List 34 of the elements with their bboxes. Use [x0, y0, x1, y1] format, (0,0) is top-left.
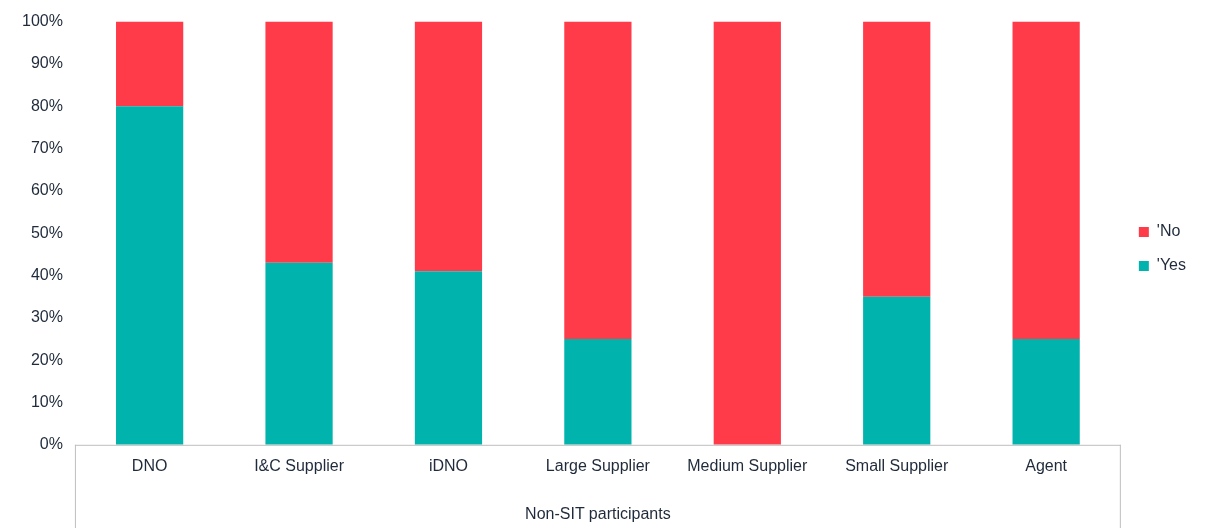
y-tick-label: 20%	[30, 350, 63, 368]
bar	[116, 21, 184, 107]
bar	[564, 339, 632, 445]
bar	[1012, 339, 1080, 445]
y-tick-label: 0%	[39, 435, 63, 453]
bar	[265, 21, 333, 263]
bar	[564, 21, 632, 339]
legend-label: 'No	[1156, 222, 1181, 240]
x-tick-label: iDNO	[428, 456, 469, 474]
y-tick-label: 50%	[30, 223, 63, 241]
y-tick-label: 70%	[30, 138, 63, 156]
x-tick-label: Agent	[1025, 456, 1068, 474]
y-tick-label: 40%	[30, 265, 63, 283]
legend-label: 'Yes	[1156, 256, 1186, 274]
y-tick-label: 60%	[30, 181, 63, 199]
x-tick-label: I&C Supplier	[254, 456, 345, 474]
x-tick-label: DNO	[131, 456, 168, 474]
bar	[265, 262, 333, 445]
y-tick-label: 30%	[30, 308, 63, 326]
bar	[863, 21, 931, 297]
bar	[116, 106, 184, 445]
x-tick-label: Small Supplier	[845, 456, 949, 474]
y-tick-label: 100%	[22, 12, 63, 30]
x-tick-label: Large Supplier	[545, 456, 651, 474]
bar	[1012, 21, 1080, 339]
bar	[414, 271, 483, 445]
x-tick-label: Medium Supplier	[687, 456, 808, 474]
bar	[414, 21, 483, 272]
y-tick-label: 80%	[30, 96, 63, 114]
bar	[713, 21, 781, 445]
x-axis-title: Non-SIT participants	[525, 505, 671, 523]
y-tick-label: 90%	[30, 54, 63, 72]
bar	[863, 296, 931, 445]
y-tick-label: 10%	[30, 392, 63, 410]
